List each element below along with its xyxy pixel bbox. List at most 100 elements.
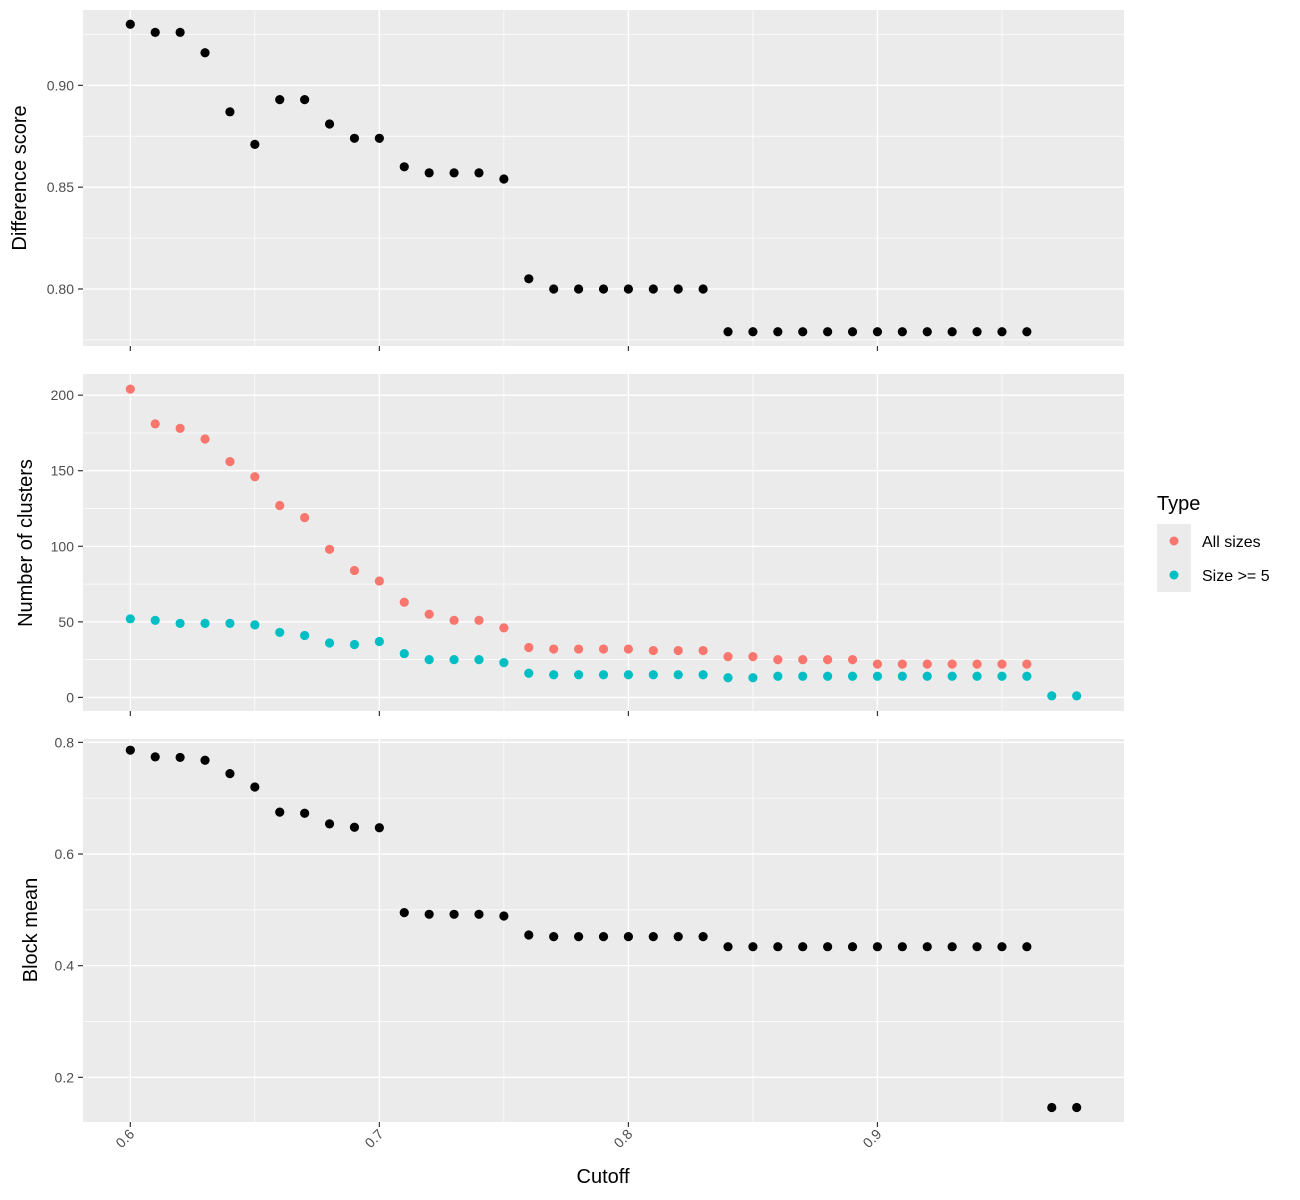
- point-number-of-clusters-all-sizes: [125, 384, 135, 394]
- point-difference-score-series: [573, 284, 584, 294]
- panel-difference-score-background: [83, 10, 1124, 346]
- axis-ticks: [78, 84, 879, 1127]
- panel-block-mean-background: [83, 739, 1124, 1122]
- point-block-mean-series: [424, 909, 434, 919]
- point-number-of-clusters-all-sizes: [424, 609, 434, 619]
- point-number-of-clusters-size-5: [698, 670, 708, 680]
- point-block-mean-series: [698, 932, 708, 942]
- point-difference-score-series: [449, 168, 459, 178]
- point-difference-score-series: [872, 327, 883, 337]
- point-number-of-clusters-all-sizes: [623, 644, 634, 654]
- point-difference-score-series: [275, 95, 285, 105]
- point-number-of-clusters-size-5: [175, 618, 185, 628]
- point-number-of-clusters-all-sizes: [524, 642, 534, 653]
- point-number-of-clusters-all-sizes: [947, 659, 957, 669]
- y-tick-label: 0.2: [55, 1069, 75, 1085]
- point-number-of-clusters-size-5: [399, 648, 409, 659]
- point-block-mean-series: [648, 932, 658, 942]
- point-difference-score-series: [424, 168, 434, 178]
- point-number-of-clusters-size-5: [1072, 691, 1082, 701]
- point-block-mean-series: [474, 909, 484, 919]
- point-block-mean-series: [324, 819, 335, 829]
- point-difference-score-series: [175, 27, 185, 37]
- y-tick-label: 0.85: [47, 179, 74, 195]
- point-number-of-clusters-all-sizes: [897, 659, 907, 669]
- point-difference-score-series: [773, 327, 783, 337]
- point-block-mean-series: [922, 942, 932, 952]
- point-number-of-clusters-size-5: [1022, 671, 1032, 681]
- point-number-of-clusters-size-5: [673, 670, 683, 680]
- point-block-mean-series: [847, 942, 858, 952]
- point-block-mean-series: [374, 823, 384, 833]
- point-number-of-clusters-all-sizes: [300, 512, 310, 523]
- point-block-mean-series: [623, 932, 634, 942]
- point-number-of-clusters-all-sizes: [250, 472, 260, 482]
- point-difference-score-series: [474, 168, 484, 178]
- point-difference-score-series: [374, 133, 384, 143]
- point-difference-score-series: [673, 284, 683, 294]
- point-number-of-clusters-size-5: [872, 671, 883, 681]
- point-number-of-clusters-size-5: [773, 671, 783, 681]
- point-number-of-clusters-size-5: [549, 670, 559, 680]
- point-block-mean-series: [275, 807, 285, 817]
- point-number-of-clusters-size-5: [748, 673, 758, 683]
- x-tick-label: 0.8: [610, 1126, 635, 1151]
- point-number-of-clusters-size-5: [300, 630, 310, 641]
- y-tick-label: 0.80: [47, 281, 74, 297]
- point-number-of-clusters-all-sizes: [349, 565, 360, 576]
- y-tick-label: 0.6: [55, 846, 75, 862]
- y-tick-label: 200: [51, 387, 75, 403]
- point-block-mean-series: [300, 808, 310, 818]
- point-difference-score-series: [698, 284, 708, 294]
- point-block-mean-series: [250, 782, 260, 792]
- point-number-of-clusters-size-5: [225, 618, 235, 628]
- point-block-mean-series: [723, 942, 733, 952]
- point-difference-score-series: [549, 284, 559, 294]
- point-difference-score-series: [748, 327, 758, 337]
- point-block-mean-series: [673, 932, 683, 942]
- point-block-mean-series: [897, 942, 907, 952]
- point-difference-score-series: [300, 95, 310, 105]
- y-tick-label: 0.4: [55, 958, 75, 974]
- point-difference-score-series: [823, 327, 833, 337]
- point-number-of-clusters-all-sizes: [1022, 659, 1032, 669]
- point-number-of-clusters-all-sizes: [698, 645, 708, 656]
- point-difference-score-series: [972, 327, 982, 337]
- point-block-mean-series: [972, 942, 982, 952]
- point-number-of-clusters-all-sizes: [474, 615, 484, 625]
- point-difference-score-series: [125, 19, 135, 29]
- point-number-of-clusters-size-5: [1047, 691, 1057, 701]
- point-number-of-clusters-all-sizes: [324, 544, 335, 554]
- point-difference-score-series: [349, 133, 360, 143]
- point-number-of-clusters-size-5: [524, 668, 534, 678]
- data-points: [125, 19, 1082, 1113]
- point-number-of-clusters-size-5: [474, 655, 484, 665]
- point-difference-score-series: [399, 162, 409, 172]
- point-number-of-clusters-size-5: [823, 671, 833, 681]
- point-block-mean-series: [1022, 942, 1032, 952]
- point-number-of-clusters-size-5: [947, 671, 957, 681]
- point-number-of-clusters-all-sizes: [723, 651, 733, 662]
- point-number-of-clusters-size-5: [798, 671, 808, 681]
- y-axis-title-block-mean: Block mean: [20, 878, 42, 983]
- point-number-of-clusters-size-5: [997, 671, 1007, 681]
- point-number-of-clusters-size-5: [200, 618, 210, 628]
- point-block-mean-series: [150, 752, 160, 762]
- point-difference-score-series: [499, 174, 509, 184]
- point-number-of-clusters-all-sizes: [549, 644, 559, 654]
- legend-label-size-5: Size >= 5: [1202, 568, 1270, 585]
- point-block-mean-series: [225, 769, 235, 779]
- point-number-of-clusters-all-sizes: [972, 659, 982, 669]
- point-number-of-clusters-size-5: [573, 670, 584, 680]
- point-block-mean-series: [1072, 1102, 1082, 1113]
- point-number-of-clusters-all-sizes: [573, 644, 584, 654]
- point-block-mean-series: [997, 942, 1007, 952]
- point-block-mean-series: [773, 942, 783, 952]
- point-difference-score-series: [922, 327, 932, 337]
- point-block-mean-series: [1047, 1102, 1057, 1113]
- point-difference-score-series: [225, 107, 235, 117]
- point-block-mean-series: [798, 942, 808, 952]
- point-block-mean-series: [449, 909, 459, 919]
- point-number-of-clusters-size-5: [275, 627, 285, 638]
